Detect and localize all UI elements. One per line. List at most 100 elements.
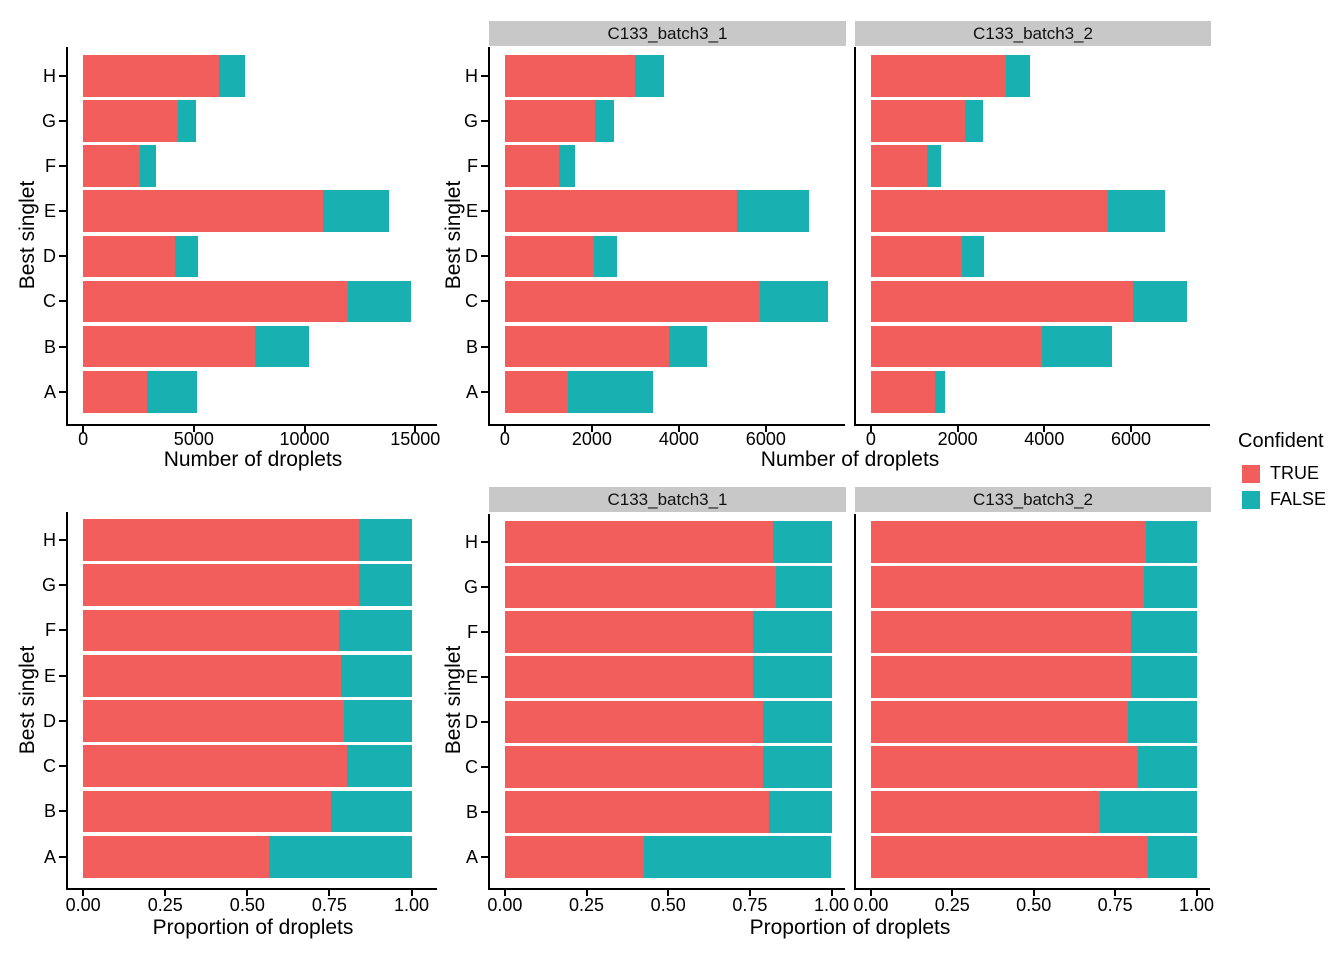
x-axis-label: Number of droplets — [760, 448, 940, 471]
category-label: H — [465, 65, 478, 86]
x-tick — [869, 890, 872, 896]
bar-segment-true — [83, 519, 359, 561]
x-tick — [1114, 890, 1117, 896]
bar-segment-true — [504, 521, 773, 563]
bar-segment-true — [870, 370, 935, 413]
category-label: C — [43, 756, 56, 777]
x-tick-label: 6000 — [745, 429, 786, 449]
bar-segment-true — [870, 611, 1132, 653]
bar-segment-false — [1100, 791, 1197, 833]
bar-segment-false — [595, 100, 614, 142]
x-tick-label: 0.50 — [1016, 895, 1052, 915]
y-tick — [481, 255, 488, 258]
y-tick — [59, 810, 66, 813]
x-tick-label: 1.00 — [813, 895, 850, 915]
x-tick-label: 0 — [865, 429, 876, 449]
bar-segment-false — [934, 370, 946, 413]
bar-segment-false — [1042, 325, 1112, 368]
x-tick — [164, 890, 167, 896]
category-label: F — [45, 620, 56, 641]
bar-segment-true — [870, 566, 1145, 608]
bar-segment-true — [83, 145, 140, 187]
category-label: E — [43, 201, 56, 222]
bar-segment-false — [567, 370, 653, 413]
x-tick-label: 0.75 — [311, 895, 347, 915]
bar-segment-false — [268, 835, 412, 878]
bar-segment-false — [331, 790, 412, 833]
y-tick — [59, 390, 66, 393]
bar-segment-false — [174, 235, 199, 278]
bar-segment-false — [759, 280, 828, 323]
y-tick — [59, 255, 66, 258]
bar-segment-false — [254, 325, 309, 368]
category-label: F — [45, 156, 56, 177]
bar-segment-true — [504, 100, 596, 142]
x-tick — [1195, 890, 1198, 896]
y-tick — [59, 719, 66, 722]
bar-segment-true — [870, 190, 1109, 232]
bar-segment-false — [219, 55, 245, 97]
bar-segment-true — [83, 745, 348, 787]
x-axis-line — [854, 424, 1210, 426]
y-tick — [59, 584, 66, 587]
x-tick-label: 1.00 — [394, 895, 430, 915]
x-tick-label: 0.75 — [1097, 895, 1133, 915]
bar-segment-true — [504, 280, 760, 323]
x-tick-label: 1.00 — [1179, 895, 1215, 915]
bar-segment-false — [753, 611, 832, 653]
y-tick — [481, 810, 488, 813]
x-tick-label: 0.25 — [934, 895, 970, 915]
facet-strip: C133_batch3_1 — [489, 487, 846, 512]
bar-segment-false — [643, 836, 832, 878]
y-tick — [59, 538, 66, 541]
x-tick — [590, 426, 593, 432]
bar-segment-false — [1147, 836, 1197, 878]
bar-segment-true — [83, 835, 269, 878]
bar-segment-true — [83, 55, 220, 97]
y-tick — [481, 74, 488, 77]
bar-segment-true — [870, 145, 928, 187]
x-tick — [82, 890, 85, 896]
x-tick-label: 0.25 — [147, 895, 183, 915]
bar-segment-true — [504, 235, 595, 278]
bar-segment-true — [504, 370, 568, 413]
y-tick — [59, 765, 66, 768]
category-label: A — [465, 846, 478, 867]
bar-segment-true — [870, 521, 1147, 563]
x-tick-label: 15000 — [390, 429, 441, 449]
bar-segment-true — [83, 564, 359, 606]
category-label: D — [43, 246, 56, 267]
x-tick — [82, 426, 85, 432]
x-tick — [410, 890, 413, 896]
category-label: G — [463, 110, 478, 131]
bar-segment-true — [504, 325, 670, 368]
x-tick-label: 0 — [499, 429, 510, 449]
x-tick — [303, 426, 306, 432]
y-tick — [481, 300, 488, 303]
bar-segment-true — [504, 656, 754, 698]
bar-segment-false — [961, 235, 984, 278]
bar-segment-true — [83, 190, 324, 232]
y-tick — [59, 674, 66, 677]
y-tick — [481, 165, 488, 168]
bar-segment-false — [594, 235, 618, 278]
facet-strip: C133_batch3_2 — [855, 487, 1211, 512]
x-tick-label: 0.25 — [569, 895, 605, 915]
category-label: G — [463, 576, 478, 597]
bar-segment-false — [964, 100, 983, 142]
x-tick — [677, 426, 680, 432]
bar-segment-false — [1108, 190, 1166, 232]
legend: Confident TRUE FALSE — [1238, 430, 1326, 515]
category-label: A — [465, 381, 478, 402]
x-tick-label: 4000 — [658, 429, 699, 449]
bar-segment-false — [347, 745, 412, 787]
bar-segment-true — [504, 836, 644, 878]
x-tick-label: 4000 — [1024, 429, 1065, 449]
x-tick — [951, 890, 954, 896]
category-label: B — [43, 336, 56, 357]
bar-segment-false — [347, 280, 411, 323]
bar-segment-false — [1131, 656, 1197, 698]
bar-segment-false — [344, 700, 412, 742]
